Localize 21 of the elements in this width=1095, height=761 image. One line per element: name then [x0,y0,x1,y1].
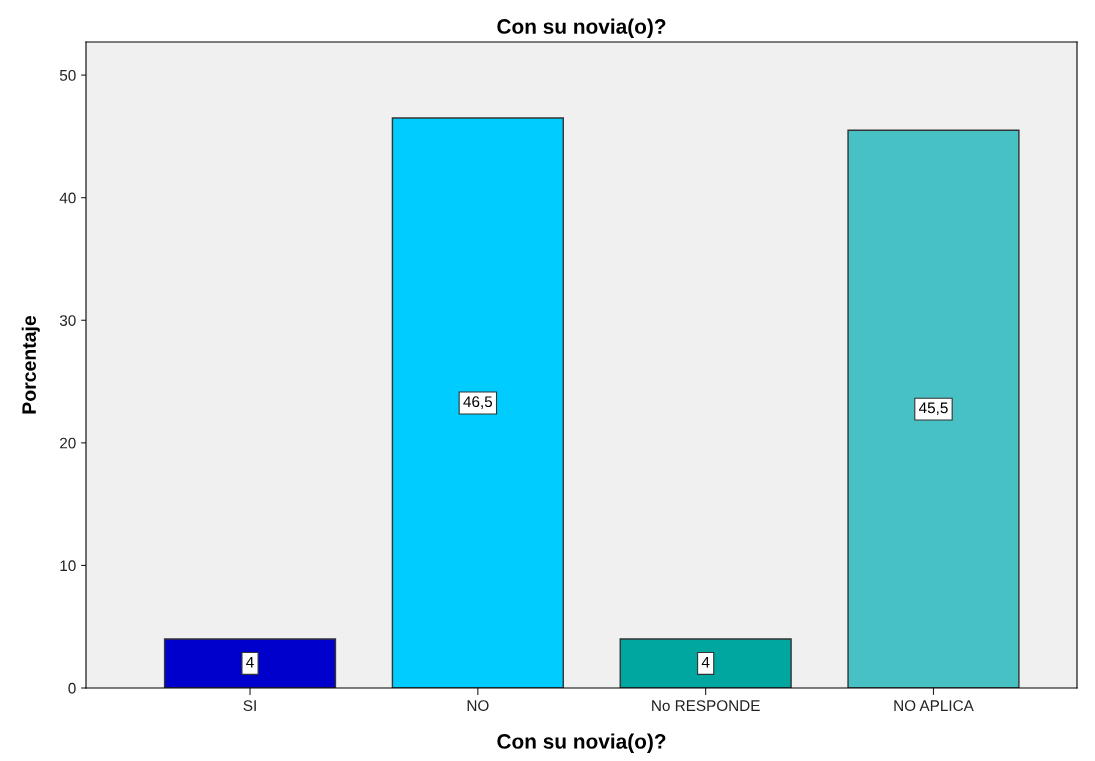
x-tick-label: NO [467,700,489,712]
data-label: 45,5 [918,402,948,416]
y-tick-label: 0 [68,682,76,694]
data-label: 4 [246,656,254,668]
bar [391,117,564,688]
data-label: 4 [701,656,710,668]
y-tick-label: 40 [59,192,76,204]
x-tick-label: SI [243,700,256,712]
bar [619,638,792,688]
x-axis-title: Con su novia(o)? [497,733,666,753]
y-tick-label: 20 [60,437,76,449]
y-tick-label: 50 [59,69,76,81]
y-tick-label: 10 [60,560,76,572]
data-label: 46,5 [463,396,493,409]
x-tick-label: No RESPONDE [652,700,760,712]
y-tick-label: 30 [59,315,76,326]
chart-title: Con su novia(o)? [497,18,666,38]
bar [847,129,1020,688]
bar [163,638,337,688]
y-axis-title: Porcentaje [21,315,40,414]
x-tick-label: NO APLICA [894,700,974,712]
